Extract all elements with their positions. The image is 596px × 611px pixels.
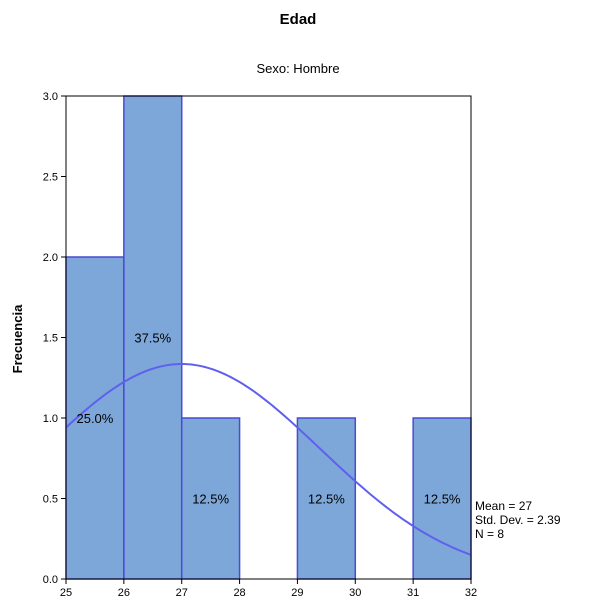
- chart-title: Edad: [280, 11, 317, 28]
- normal-distribution-curve: [65, 363, 472, 556]
- y-axis-label: Frecuencia: [10, 304, 25, 373]
- y-tick-label-3: 1.5: [43, 333, 58, 345]
- x-tick-label-3: 28: [233, 587, 245, 599]
- y-tick-label-6: 3.0: [43, 91, 58, 103]
- histogram-bar-27-28: [180, 417, 241, 580]
- y-tick-label-1: 0.5: [43, 494, 58, 506]
- bars-layer: [65, 95, 472, 580]
- x-tick-label-4: 29: [291, 587, 303, 599]
- ticks-layer: 0.0 0.5 1.0 1.5 2.0 2.5 3.0 25 26 27 28 29 30 31 32: [43, 91, 477, 599]
- bar-percent-label-4: 12.5%: [308, 492, 345, 507]
- labels-layer: 25.0% 37.5% 12.5% 12.5% 12.5%: [76, 331, 460, 507]
- stat-n: N = 8: [475, 527, 504, 541]
- bar-percent-label-2: 12.5%: [192, 492, 229, 507]
- x-tick-label-6: 31: [407, 587, 419, 599]
- x-tick-label-0: 25: [60, 587, 72, 599]
- y-tick-label-2: 1.0: [43, 413, 58, 425]
- x-tick-label-1: 26: [118, 587, 130, 599]
- bar-percent-label-1: 37.5%: [134, 331, 171, 346]
- x-tick-label-7: 32: [465, 587, 477, 599]
- stat-std-dev: Std. Dev. = 2.39: [475, 513, 561, 527]
- y-tick-label-4: 2.0: [43, 252, 58, 264]
- y-tick-label-5: 2.5: [43, 172, 58, 184]
- stat-mean: Mean = 27: [475, 499, 532, 513]
- curve-layer: [65, 363, 472, 556]
- y-tick-label-0: 0.0: [43, 574, 58, 586]
- x-tick-label-2: 27: [176, 587, 188, 599]
- chart-subtitle: Sexo: Hombre: [256, 61, 339, 76]
- bar-percent-label-0: 25.0%: [76, 411, 113, 426]
- x-tick-label-5: 30: [349, 587, 361, 599]
- bar-percent-label-6: 12.5%: [424, 492, 461, 507]
- histogram-bar-26-27: [123, 95, 183, 580]
- histogram-bar-29-30: [296, 417, 357, 580]
